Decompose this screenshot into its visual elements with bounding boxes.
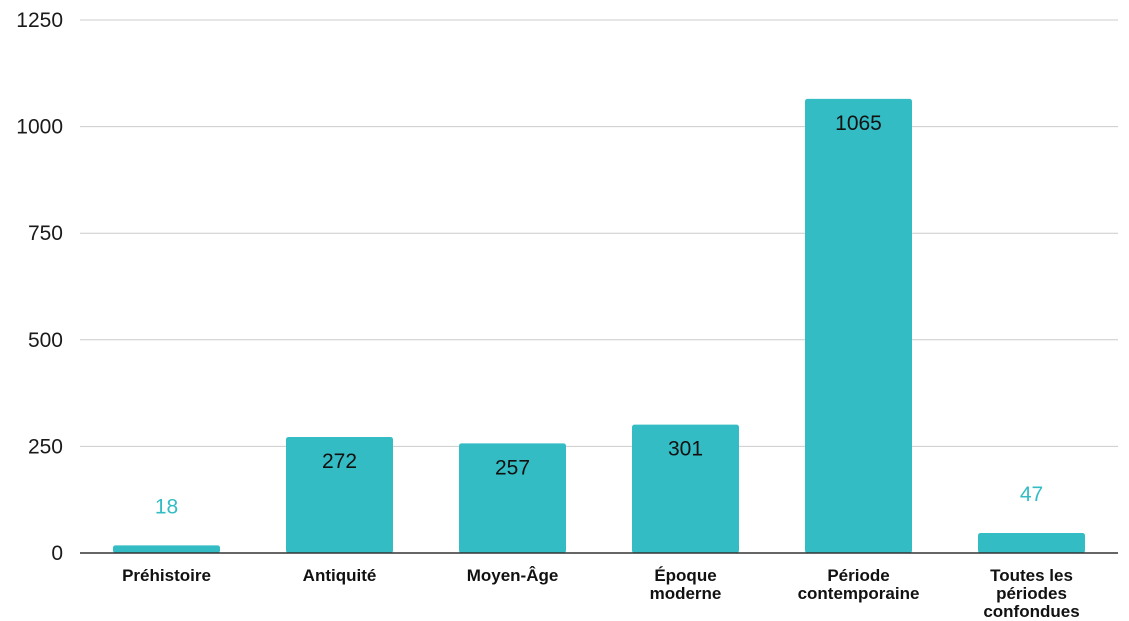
gridlines bbox=[80, 19, 1118, 447]
bar bbox=[113, 545, 220, 553]
data-label: 18 bbox=[155, 495, 178, 518]
y-tick-label: 500 bbox=[28, 329, 63, 352]
x-axis-categories: Préhistoire Antiquité Moyen-Âge Époque moder… bbox=[122, 566, 1080, 621]
category-label: Période contemporaine bbox=[798, 566, 920, 603]
y-tick-label: 750 bbox=[28, 222, 63, 245]
bars bbox=[113, 98, 1085, 553]
data-label: 1065 bbox=[835, 112, 882, 135]
bar bbox=[632, 424, 739, 553]
y-tick-label: 0 bbox=[51, 542, 63, 565]
bar bbox=[805, 98, 912, 553]
y-tick-label: 250 bbox=[28, 435, 63, 458]
category-label: Préhistoire bbox=[122, 566, 211, 585]
category-label: Époque moderne bbox=[650, 566, 722, 603]
y-axis-ticks: 0 250 500 750 1000 1250 bbox=[16, 9, 63, 565]
y-tick-label: 1250 bbox=[16, 9, 63, 32]
category-label: Antiquité bbox=[303, 566, 377, 585]
y-tick-label: 1000 bbox=[16, 116, 63, 139]
bar bbox=[978, 532, 1085, 553]
category-label: Moyen-Âge bbox=[467, 566, 559, 585]
data-label: 301 bbox=[668, 438, 703, 461]
bar bbox=[286, 437, 393, 553]
data-label: 47 bbox=[1020, 483, 1043, 506]
category-label: Toutes les périodes confondues bbox=[983, 566, 1079, 621]
bar bbox=[459, 443, 566, 553]
data-labels: 18 272 257 301 1065 47 bbox=[155, 112, 1043, 518]
data-label: 257 bbox=[495, 456, 530, 479]
data-label: 272 bbox=[322, 450, 357, 473]
